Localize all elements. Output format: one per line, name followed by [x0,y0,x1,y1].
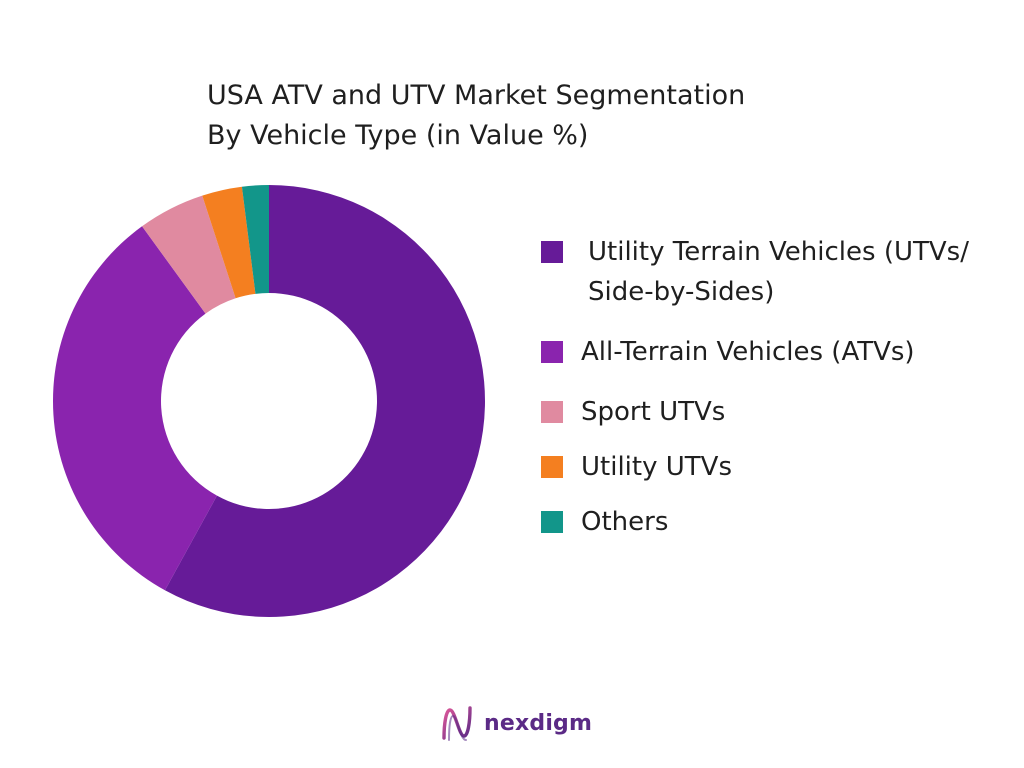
legend-swatch [541,241,563,263]
nexdigm-logo-text: nexdigm [484,710,593,736]
legend-item-others: Others [541,502,668,542]
chart-title: USA ATV and UTV Market Segmentation By V… [207,76,745,156]
legend-swatch [541,456,563,478]
legend-item-sport-utvs: Sport UTVs [541,392,725,432]
legend-label: Utility Terrain Vehicles (UTVs/ Side-by-… [588,232,969,312]
chart-title-line-1: USA ATV and UTV Market Segmentation [207,80,746,111]
legend-label: Utility UTVs [581,452,732,482]
slice-atvs [52,226,217,591]
slice-sport-utvs [142,195,236,314]
slice-utility-utvs [202,186,256,299]
legend-item-utility-utvs: Utility UTVs [541,447,732,487]
legend-item-atvs: All-Terrain Vehicles (ATVs) [541,332,915,372]
legend-label-line-1: Utility Terrain Vehicles (UTVs/ [588,237,969,267]
legend-swatch [541,341,563,363]
legend-label: Others [581,507,669,537]
legend-item-utvs: Utility Terrain Vehicles (UTVs/ Side-by-… [541,232,1024,312]
legend-label: All-Terrain Vehicles (ATVs) [581,337,915,367]
nexdigm-logo: nexdigm [440,704,592,742]
donut-chart [52,185,485,617]
legend-swatch [541,511,563,533]
legend-label: Sport UTVs [581,397,726,427]
nexdigm-logo-icon [442,706,472,741]
legend-swatch [541,401,563,423]
slice-others [241,185,269,294]
legend-label-line-2: Side-by-Sides) [588,277,775,307]
chart-title-line-2: By Vehicle Type (in Value %) [207,120,589,151]
slice-utvs [164,185,485,617]
